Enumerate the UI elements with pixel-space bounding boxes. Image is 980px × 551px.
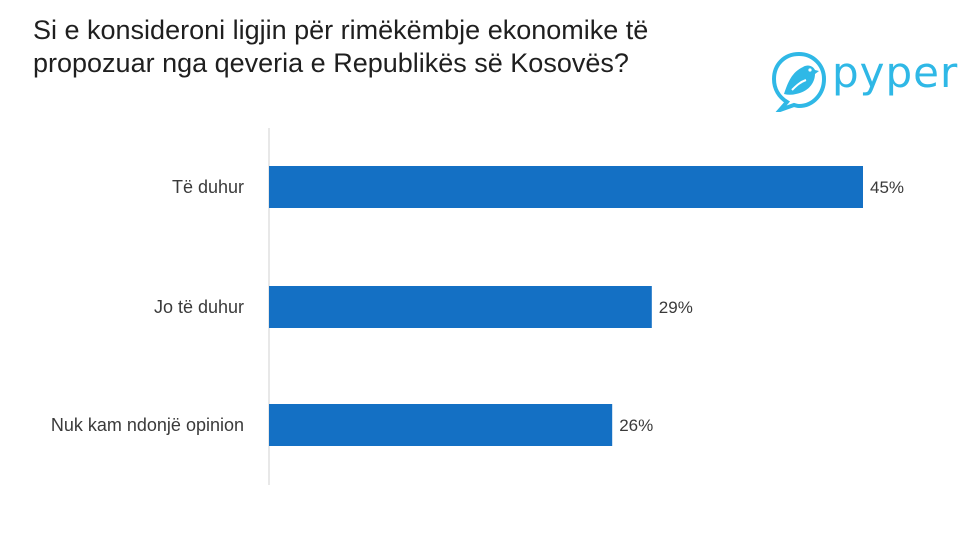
value-label-2: 29% bbox=[659, 298, 693, 317]
chart-title-line-1: Si e konsideroni ligjin për rimëkëmbje e… bbox=[33, 15, 649, 45]
value-label-3: 26% bbox=[619, 416, 653, 435]
bar-1 bbox=[269, 166, 863, 208]
category-label-1: Të duhur bbox=[172, 177, 244, 197]
logo-text: pyper bbox=[832, 48, 959, 97]
chart-title: Si e konsideroni ligjin për rimëkëmbje e… bbox=[33, 14, 753, 80]
category-label-3: Nuk kam ndonjë opinion bbox=[51, 415, 244, 435]
category-label-2: Jo të duhur bbox=[154, 297, 244, 317]
chart-title-line-2: propozuar nga qeveria e Republikës së Ko… bbox=[33, 48, 629, 78]
bar-3 bbox=[269, 404, 613, 446]
value-label-1: 45% bbox=[870, 178, 904, 197]
bird-icon bbox=[771, 51, 827, 115]
bars: Të duhur 45% Jo të duhur 29% Nuk kam ndonjë … bbox=[51, 166, 904, 446]
pyper-logo: pyper bbox=[770, 48, 970, 115]
bar-2 bbox=[269, 286, 652, 328]
